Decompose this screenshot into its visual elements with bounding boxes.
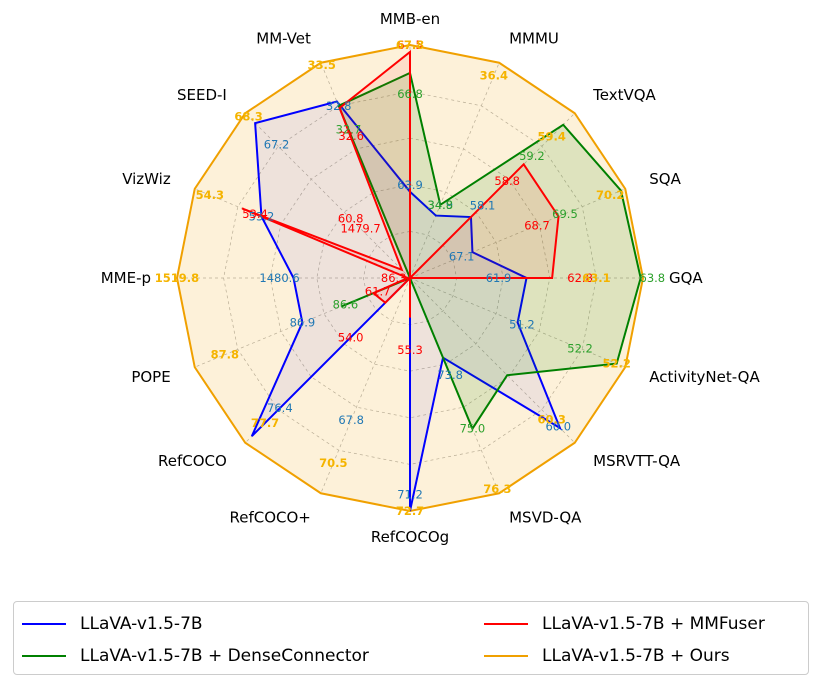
grid-ring-3 <box>269 137 551 419</box>
axis-label-msrvtt-qa: MSRVTT-QA <box>593 452 681 470</box>
series-llava-v1-5-7b-mmfuser <box>241 49 560 318</box>
grid-spoke-refcoco <box>320 277 411 494</box>
value-label-llava-v1-5-7b-activitynet-qa: 51.2 <box>509 317 535 331</box>
axis-label-activitynet-qa: ActivityNet-QA <box>649 368 760 386</box>
value-label-llava-v1-5-7b-ours-msrvtt-qa: 60.3 <box>538 413 566 427</box>
value-label-llava-v1-5-7b-vizwiz: 53.2 <box>249 209 275 223</box>
value-label-llava-v1-5-7b-sqa: 67.1 <box>449 250 475 264</box>
value-label-llava-v1-5-7b-mmfuser-seed-i: 1479.7 <box>340 222 380 236</box>
value-label-llava-v1-5-7b-refcoco: 67.8 <box>338 413 364 427</box>
legend-swatch-mmfuser <box>484 623 528 625</box>
value-label-llava-v1-5-7b-mmfuser-textvqa: 58.8 <box>494 174 520 188</box>
value-label-llava-v1-5-7b-mmfuser-mmb-en: 67.5 <box>397 38 423 52</box>
value-label-llava-v1-5-7b-ours-textvqa: 59.4 <box>538 129 566 143</box>
value-label-llava-v1-5-7b-ours-pope: 87.8 <box>211 348 239 362</box>
value-label-llava-v1-5-7b-mmfuser-mm-vet: 32.6 <box>338 129 364 143</box>
value-label-llava-v1-5-7b-ours-sqa: 70.2 <box>596 188 624 202</box>
value-label-llava-v1-5-7b-mme-p: 1480.6 <box>259 271 299 285</box>
grid-spoke-msrvtt-qa <box>409 277 576 444</box>
value-label-llava-v1-5-7b-mmfuser-refcoco: 54.0 <box>338 330 364 344</box>
value-label-llava-v1-5-7b-mmfuser-seed-i: 60.8 <box>338 212 364 226</box>
radar-series-layer <box>175 43 645 513</box>
value-label-llava-v1-5-7b-ours-mme-p: 1519.8 <box>155 271 199 285</box>
axis-label-mme-p: MME-p <box>101 269 151 287</box>
value-label-llava-v1-5-7b-ours-mm-vet: 33.5 <box>308 58 336 72</box>
value-label-llava-v1-5-7b-ours-refcocog: 72.7 <box>396 504 424 518</box>
value-label-llava-v1-5-7b-denseconnector-pope: 86.6 <box>333 298 359 312</box>
legend-label-denseconnector: LLaVA-v1.5-7B + DenseConnector <box>80 646 369 666</box>
legend-label-mmfuser: LLaVA-v1.5-7B + MMFuser <box>542 614 765 634</box>
value-label-llava-v1-5-7b-msrvtt-qa: 60.0 <box>545 419 571 433</box>
axis-label-mm-vet: MM-Vet <box>256 30 311 48</box>
legend-label-llava: LLaVA-v1.5-7B <box>80 614 203 634</box>
value-label-llava-v1-5-7b-ours-seed-i: 68.3 <box>234 110 262 124</box>
value-label-llava-v1-5-7b-pope: 86.9 <box>290 316 316 330</box>
value-label-llava-v1-5-7b-seed-i: 67.2 <box>264 138 290 152</box>
axis-label-pope: POPE <box>131 368 170 386</box>
grid-spoke-mmmu <box>409 62 500 279</box>
grid-spoke-seed-i <box>244 112 411 279</box>
chart-legend: LLaVA-v1.5-7B LLaVA-v1.5-7B + DenseConne… <box>13 601 809 675</box>
grid-spoke-sqa <box>409 188 626 279</box>
value-label-llava-v1-5-7b-ours-msvd-qa: 76.3 <box>483 482 511 496</box>
value-label-llava-v1-5-7b-ours-mmb-en: 67.8 <box>396 38 424 52</box>
value-label-llava-v1-5-7b-denseconnector-activitynet-qa: 52.2 <box>567 341 593 355</box>
value-label-llava-v1-5-7b-denseconnector-mm-vet: 32.7 <box>336 122 362 136</box>
axis-labels: MMB-en MMMU TextVQA SQA GQA ActivityNet-QA MSR… <box>101 10 761 546</box>
series-llava-v1-5-7b <box>250 100 562 512</box>
axis-label-refcoco: RefCOCO+ <box>229 508 310 526</box>
value-label-llava-v1-5-7b-refcoco: 76.4 <box>267 401 293 415</box>
value-label-llava-v1-5-7b-ours-vizwiz: 54.3 <box>196 188 224 202</box>
axis-label-msvd-qa: MSVD-QA <box>509 508 582 526</box>
value-label-llava-v1-5-7b-mmb-en: 63.9 <box>397 178 423 192</box>
value-label-llava-v1-5-7b-refcocog: 71.2 <box>397 488 423 502</box>
grid-ring-4 <box>223 91 597 465</box>
value-label-llava-v1-5-7b-mmfuser-refcocog: 55.3 <box>397 343 423 357</box>
value-label-llava-v1-5-7b-denseconnector-gqa: 63.8 <box>640 271 666 285</box>
value-label-llava-v1-5-7b-mmfuser-pope: 61.7 <box>365 284 391 298</box>
value-label-llava-v1-5-7b-denseconnector-sqa: 69.5 <box>552 207 578 221</box>
legend-swatch-llava <box>22 623 66 625</box>
axis-label-mmmu: MMMU <box>509 30 559 48</box>
legend-item-mmfuser: LLaVA-v1.5-7B + MMFuser <box>484 610 765 638</box>
legend-item-denseconnector: LLaVA-v1.5-7B + DenseConnector <box>22 642 369 670</box>
value-label-llava-v1-5-7b-ours-gqa: 63.1 <box>582 271 610 285</box>
value-label-llava-v1-5-7b-mmfuser-vizwiz: 53.4 <box>242 207 268 221</box>
value-label-llava-v1-5-7b-denseconnector-mmb-en: 66.8 <box>397 87 423 101</box>
axis-label-refcocog: RefCOCOg <box>371 528 449 546</box>
value-label-llava-v1-5-7b-mmfuser-gqa: 62.8 <box>567 271 593 285</box>
value-label-llava-v1-5-7b-mm-vet: 32.8 <box>326 99 352 113</box>
value-label-llava-v1-5-7b-textvqa: 58.1 <box>470 199 496 213</box>
value-label-llava-v1-5-7b-mmfuser-sqa: 68.7 <box>524 218 550 232</box>
value-label-llava-v1-5-7b-ours-refcoco: 70.5 <box>319 456 347 470</box>
value-label-llava-v1-5-7b-msvd-qa: 73.8 <box>437 368 463 382</box>
value-label-llava-v1-5-7b-denseconnector-msvd-qa: 75.0 <box>460 422 486 436</box>
legend-item-ours: LLaVA-v1.5-7B + Ours <box>484 642 730 670</box>
legend-swatch-ours <box>484 655 528 657</box>
value-label-llava-v1-5-7b-gqa: 61.9 <box>486 271 512 285</box>
axis-label-vizwiz: VizWiz <box>122 170 171 188</box>
value-label-llava-v1-5-7b-ours-refcoco: 77.7 <box>251 416 279 430</box>
value-label-llava-v1-5-7b-mmmu: 34.9 <box>428 198 454 212</box>
value-labels: 63.9 34.9 58.1 67.1 61.9 51.2 60.0 73.8 71.2 67.8… <box>155 38 665 518</box>
value-label-llava-v1-5-7b-denseconnector-mmmu: 34.8 <box>428 198 454 212</box>
legend-swatch-denseconnector <box>22 655 66 657</box>
legend-label-ours: LLaVA-v1.5-7B + Ours <box>542 646 730 666</box>
value-label-llava-v1-5-7b-mmfuser-mme-p: 86.3 <box>381 271 407 285</box>
value-label-llava-v1-5-7b-ours-activitynet-qa: 52.2 <box>602 357 630 371</box>
value-label-llava-v1-5-7b-denseconnector-textvqa: 59.2 <box>519 149 545 163</box>
axis-label-mmb-en: MMB-en <box>380 10 440 28</box>
value-label-llava-v1-5-7b-ours-mmmu: 36.4 <box>480 69 508 83</box>
axis-label-gqa: GQA <box>669 269 703 287</box>
axis-label-textvqa: TextVQA <box>592 86 656 104</box>
axis-label-refcoco: RefCOCO <box>158 452 227 470</box>
legend-item-llava: LLaVA-v1.5-7B <box>22 610 203 638</box>
radar-chart: MMB-en MMMU TextVQA SQA GQA ActivityNet-QA MSR… <box>101 10 761 546</box>
axis-label-sqa: SQA <box>649 170 681 188</box>
axis-label-seed-i: SEED-I <box>177 86 227 104</box>
